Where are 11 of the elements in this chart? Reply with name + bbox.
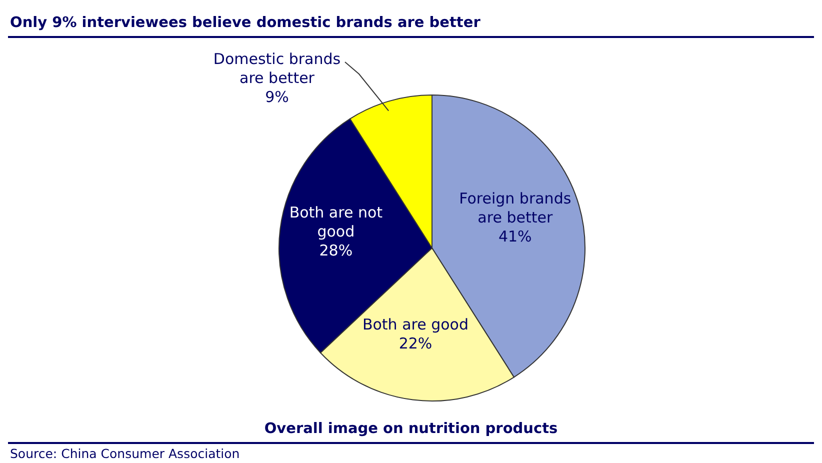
slice-label: Both are not good <box>289 203 383 240</box>
source-note: Source: China Consumer Association <box>10 446 240 461</box>
slice-label: Domestic brands are better <box>213 50 341 87</box>
chart-title: Only 9% interviewees believe domestic brands are better <box>10 15 480 31</box>
slice-label: Foreign brands are better <box>459 189 572 226</box>
data-label: 28% <box>319 241 353 260</box>
data-label: 9% <box>265 88 289 106</box>
data-label: 22% <box>398 334 432 353</box>
text: Overall image on nutrition products <box>263 421 559 437</box>
data-label: 41% <box>498 227 532 246</box>
slice-label: Both are good <box>362 316 469 334</box>
